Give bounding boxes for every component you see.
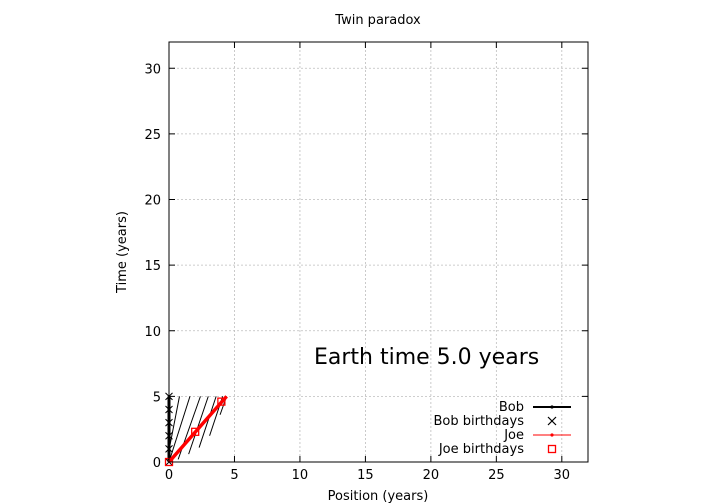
x-tick-label: 30 bbox=[554, 468, 571, 483]
y-tick-label: 30 bbox=[144, 62, 161, 77]
y-tick-label: 25 bbox=[144, 128, 161, 143]
joe-worldline bbox=[167, 395, 228, 464]
legend-label: Joe bbox=[503, 428, 524, 443]
y-tick-label: 10 bbox=[144, 325, 161, 340]
y-axis-label: Time (years) bbox=[115, 211, 130, 294]
grid bbox=[169, 42, 588, 462]
chart-title: Twin paradox bbox=[334, 13, 421, 28]
y-tick-label: 5 bbox=[153, 390, 161, 405]
earth-time-annotation: Earth time 5.0 years bbox=[314, 345, 539, 370]
hatch-line bbox=[198, 396, 217, 448]
legend-x-swatch bbox=[547, 416, 557, 426]
hatch-line bbox=[188, 396, 209, 455]
joe-birthday-marker bbox=[191, 427, 200, 436]
x-tick-label: 25 bbox=[488, 468, 505, 483]
joe-birthday-marker bbox=[217, 397, 226, 406]
x-tick-label: 20 bbox=[423, 468, 440, 483]
x-tick-label: 0 bbox=[165, 468, 173, 483]
x-tick-label: 5 bbox=[230, 468, 238, 483]
hatch-line bbox=[168, 396, 180, 451]
legend-square-swatch bbox=[547, 444, 557, 454]
series bbox=[164, 392, 228, 467]
y-tick-label: 15 bbox=[144, 259, 161, 274]
legend-label: Bob bbox=[499, 400, 524, 415]
legend-item: Joe birthdays bbox=[438, 442, 557, 457]
series-joe bbox=[167, 395, 228, 464]
legend-point-swatch bbox=[550, 433, 554, 437]
legend-point-swatch bbox=[550, 405, 554, 409]
hatch-region bbox=[168, 396, 228, 463]
legend-item: Joe bbox=[503, 428, 571, 443]
plot-frame bbox=[168, 41, 589, 463]
x-axis-label: Position (years) bbox=[328, 489, 429, 504]
legend-label: Bob birthdays bbox=[434, 414, 525, 429]
axis-ticks: 0 5 10 15 20 25 30 0 5 10 15 20 25 30 bbox=[144, 42, 588, 483]
hatch-line bbox=[168, 396, 191, 463]
legend-item: Bob bbox=[499, 400, 571, 415]
legend-label: Joe birthdays bbox=[438, 442, 524, 457]
x-tick-label: 10 bbox=[292, 468, 309, 483]
x-tick-label: 15 bbox=[357, 468, 374, 483]
y-tick-label: 0 bbox=[153, 456, 161, 471]
y-tick-label: 20 bbox=[144, 194, 161, 209]
legend-item: Bob birthdays bbox=[434, 414, 557, 429]
